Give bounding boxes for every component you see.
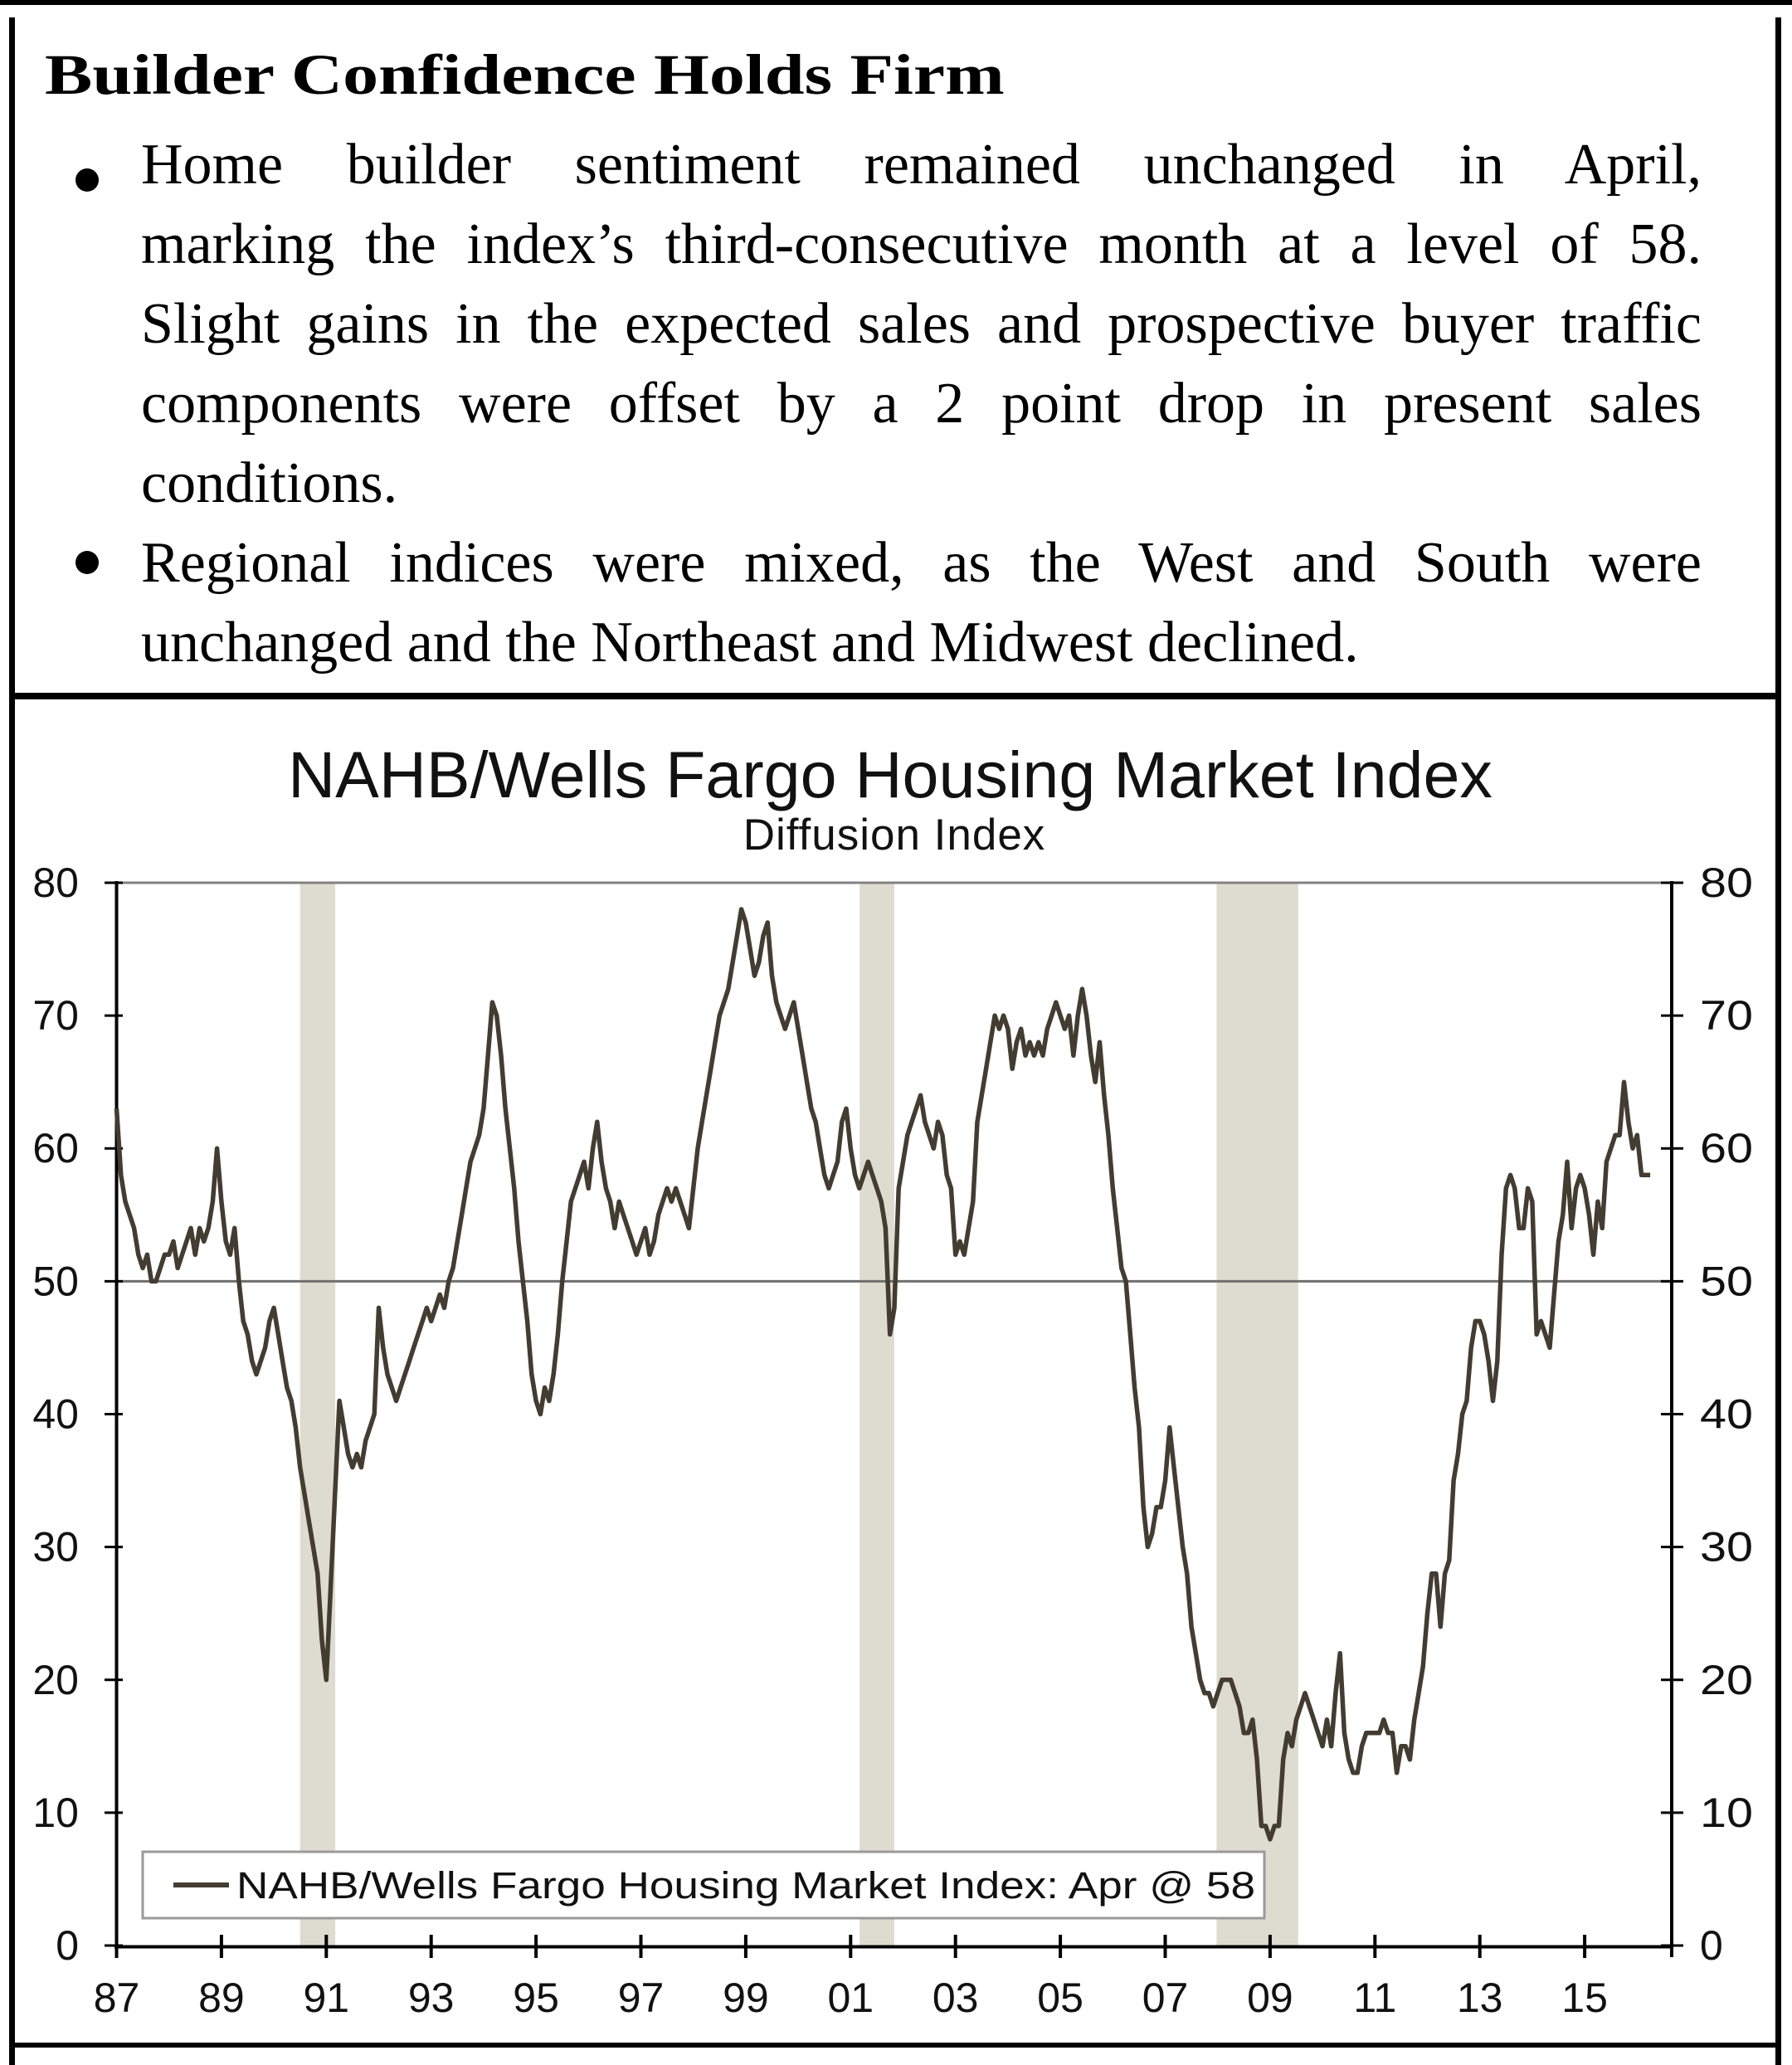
svg-text:0: 0: [1700, 1922, 1723, 1969]
svg-text:50: 50: [32, 1258, 79, 1304]
svg-text:40: 40: [32, 1391, 79, 1438]
svg-text:95: 95: [513, 1975, 559, 2021]
svg-text:80: 80: [32, 863, 79, 906]
svg-text:80: 80: [1700, 863, 1753, 906]
svg-text:09: 09: [1247, 1975, 1293, 2021]
svg-text:60: 60: [32, 1125, 79, 1171]
svg-text:30: 30: [32, 1524, 79, 1571]
svg-text:15: 15: [1561, 1975, 1608, 2021]
svg-text:11: 11: [1353, 1975, 1396, 2021]
svg-text:30: 30: [1700, 1524, 1753, 1571]
svg-text:13: 13: [1457, 1975, 1503, 2021]
svg-text:97: 97: [618, 1975, 665, 2021]
svg-text:20: 20: [32, 1657, 79, 1703]
svg-text:93: 93: [408, 1975, 455, 2021]
svg-text:20: 20: [1700, 1657, 1753, 1703]
svg-text:91: 91: [303, 1975, 349, 2021]
svg-text:60: 60: [1700, 1125, 1753, 1171]
svg-text:40: 40: [1700, 1391, 1753, 1438]
svg-text:01: 01: [827, 1975, 874, 2021]
svg-text:99: 99: [723, 1975, 769, 2021]
svg-text:07: 07: [1142, 1975, 1189, 2021]
svg-text:50: 50: [1700, 1258, 1753, 1304]
svg-text:05: 05: [1037, 1975, 1083, 2021]
svg-text:70: 70: [1700, 992, 1753, 1039]
svg-text:03: 03: [933, 1975, 979, 2021]
svg-text:70: 70: [32, 992, 79, 1039]
svg-text:NAHB/Wells Fargo Housing Marke: NAHB/Wells Fargo Housing Market Index: A…: [236, 1864, 1255, 1907]
svg-text:89: 89: [198, 1975, 245, 2021]
svg-text:10: 10: [32, 1790, 79, 1836]
svg-text:87: 87: [94, 1975, 140, 2021]
svg-text:10: 10: [1700, 1790, 1753, 1836]
svg-text:0: 0: [56, 1922, 79, 1969]
